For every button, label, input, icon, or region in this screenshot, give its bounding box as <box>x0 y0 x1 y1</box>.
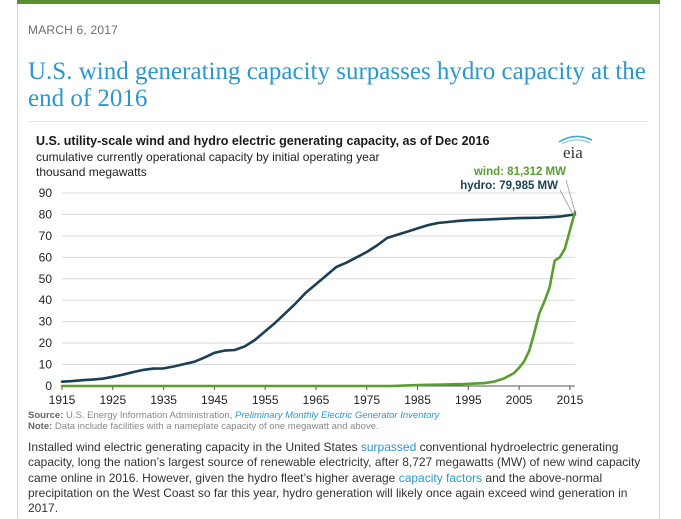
x-tick-label: 1995 <box>455 393 482 407</box>
content-frame <box>17 4 660 519</box>
article-date: MARCH 6, 2017 <box>28 23 118 37</box>
eia-logo-text: eia <box>563 143 583 162</box>
y-tick-label: 80 <box>39 207 53 221</box>
chart-source: Source: U.S. Energy Information Administ… <box>28 410 439 421</box>
y-tick-label: 50 <box>39 272 53 286</box>
wind-leader-line <box>565 179 576 212</box>
source-text: U.S. Energy Information Administration, <box>66 410 233 421</box>
chart-note: Note: Data include facilities with a nam… <box>28 421 379 432</box>
body-text-1: Installed wind electric generating capac… <box>28 440 358 454</box>
wind-value-label: wind: 81,312 MW <box>473 166 566 178</box>
x-tick-label: 1965 <box>303 393 330 407</box>
chart-title: U.S. utility-scale wind and hydro electr… <box>36 134 489 148</box>
hydro-series-line <box>60 213 577 384</box>
eia-logo-icon: eia <box>558 135 593 162</box>
divider <box>28 121 648 122</box>
y-tick-label: 10 <box>39 358 53 372</box>
body-text-2: conventional hydroelectric generating ca… <box>28 440 641 485</box>
note-text: Data include facilities with a nameplate… <box>54 421 379 432</box>
y-tick-label: 0 <box>45 379 52 393</box>
x-tick-label: 1915 <box>49 393 76 407</box>
y-tick-label: 70 <box>39 229 53 243</box>
eia-logo[interactable]: eia <box>554 132 596 162</box>
top-accent-bar <box>17 0 660 4</box>
surpassed-link[interactable]: surpassed <box>360 440 417 454</box>
x-tick-label: 1975 <box>353 393 380 407</box>
hydro-value-label: hydro: 79,985 MW <box>460 180 558 192</box>
hydro-leader-line <box>559 189 574 215</box>
x-tick-label: 1935 <box>150 393 177 407</box>
source-label: Source: <box>28 410 64 421</box>
x-tick-label: 1945 <box>201 393 228 407</box>
x-tick-label: 1925 <box>99 393 126 407</box>
chart-subtitle: cumulative currently operational capacit… <box>36 150 380 164</box>
chart-y-axis-label: thousand megawatts <box>36 165 147 179</box>
x-tick-label: 1955 <box>252 393 279 407</box>
body-text-3: and the above-normal precipitation on th… <box>28 470 628 516</box>
x-tick-label: 2015 <box>557 393 584 407</box>
y-tick-label: 60 <box>39 250 53 264</box>
y-tick-label: 30 <box>39 315 53 329</box>
y-tick-label: 20 <box>39 336 53 350</box>
note-label: Note: <box>28 421 53 432</box>
x-tick-label: 1985 <box>404 393 431 407</box>
y-tick-label: 90 <box>39 186 53 200</box>
article-body: Installed wind electric generating capac… <box>28 440 642 516</box>
capacity-factors-link[interactable]: capacity factors <box>398 470 483 485</box>
source-link[interactable]: Preliminary Monthly Electric Generator I… <box>234 410 440 421</box>
y-tick-label: 40 <box>39 293 53 307</box>
article-title[interactable]: U.S. wind generating capacity surpasses … <box>28 58 646 112</box>
wind-series-line <box>60 210 577 388</box>
x-tick-label: 2005 <box>506 393 533 407</box>
